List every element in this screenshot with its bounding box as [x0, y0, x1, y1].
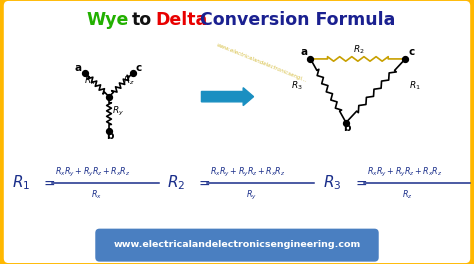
- Point: [342, 120, 350, 125]
- Text: $R_y$: $R_y$: [112, 105, 124, 118]
- Text: $=$: $=$: [353, 176, 367, 190]
- Point: [81, 70, 89, 75]
- Text: $=$: $=$: [41, 176, 56, 190]
- Text: $R_x$: $R_x$: [91, 189, 102, 201]
- FancyBboxPatch shape: [4, 1, 470, 263]
- Text: Wye: Wye: [86, 11, 128, 29]
- Text: $R_xR_y+R_yR_z+R_xR_z$: $R_xR_y+R_yR_z+R_xR_z$: [55, 166, 131, 179]
- Point: [129, 70, 137, 75]
- Text: $R_xR_y+R_yR_z+R_xR_z$: $R_xR_y+R_yR_z+R_xR_z$: [367, 166, 442, 179]
- Point: [105, 129, 113, 133]
- Text: $R_x$: $R_x$: [84, 75, 96, 87]
- Text: Conversion Formula: Conversion Formula: [200, 11, 395, 29]
- Text: to: to: [132, 11, 152, 29]
- Text: a: a: [300, 47, 307, 57]
- FancyArrow shape: [201, 88, 254, 106]
- Text: $R_2$: $R_2$: [167, 173, 185, 192]
- Text: Delta: Delta: [155, 11, 208, 29]
- Point: [401, 57, 409, 61]
- Point: [307, 57, 314, 61]
- Text: c: c: [136, 63, 142, 73]
- Text: $R_z$: $R_z$: [123, 75, 135, 87]
- Text: $=$: $=$: [196, 176, 211, 190]
- Text: $R_3$: $R_3$: [323, 173, 342, 192]
- Text: $R_xR_y+R_yR_z+R_xR_z$: $R_xR_y+R_yR_z+R_xR_z$: [210, 166, 286, 179]
- Text: $R_3$: $R_3$: [291, 79, 302, 92]
- Text: $R_y$: $R_y$: [246, 188, 257, 202]
- Text: $R_1$: $R_1$: [12, 173, 30, 192]
- Text: b: b: [343, 123, 351, 133]
- Text: www.electricalandelectronicsengi...: www.electricalandelectronicsengi...: [216, 43, 308, 83]
- Text: b: b: [106, 131, 114, 141]
- FancyBboxPatch shape: [95, 229, 379, 262]
- Text: $R_z$: $R_z$: [402, 189, 413, 201]
- Text: $R_1$: $R_1$: [409, 79, 420, 92]
- Text: c: c: [408, 47, 414, 57]
- Text: www.electricalandelectronicsengineering.com: www.electricalandelectronicsengineering.…: [113, 240, 361, 249]
- Text: a: a: [74, 63, 82, 73]
- Text: $R_2$: $R_2$: [353, 43, 365, 56]
- Point: [105, 95, 113, 99]
